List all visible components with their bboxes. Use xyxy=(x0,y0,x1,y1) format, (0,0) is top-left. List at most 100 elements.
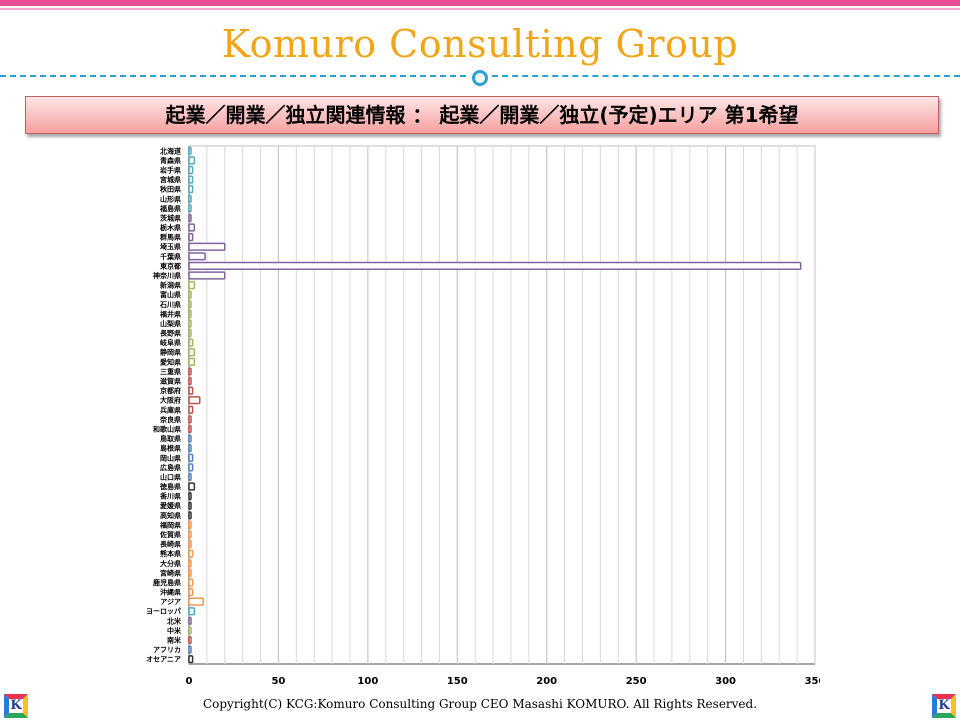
bar xyxy=(188,386,194,395)
y-tick-label: 栃木県 xyxy=(160,223,181,232)
y-tick-label: アフリカ xyxy=(153,646,181,654)
bar xyxy=(188,511,192,520)
brand-title: Komuro Consulting Group xyxy=(221,22,739,66)
bar xyxy=(188,635,192,645)
y-tick-label: 石川県 xyxy=(159,300,181,309)
x-tick-label: 0 xyxy=(186,676,193,687)
y-tick-label: 群馬県 xyxy=(160,233,181,242)
bar xyxy=(188,175,194,184)
top-pink-bar xyxy=(0,0,960,6)
bar xyxy=(188,156,196,165)
y-tick-label: 長野県 xyxy=(160,329,181,338)
bar xyxy=(188,309,192,318)
y-tick-label: 徳島県 xyxy=(159,482,181,491)
bar xyxy=(188,539,192,549)
y-tick-label: 宮崎県 xyxy=(160,568,181,577)
copyright-text: Copyright(C) KCG:Komuro Consulting Group… xyxy=(202,697,758,711)
y-tick-label: 神奈川県 xyxy=(153,271,181,280)
y-tick-label: 福井県 xyxy=(159,309,181,318)
bar xyxy=(188,271,226,280)
bar-chart: 0 50 100 150 200 250 300 350 北海道青森県岩手県宮城県秋田県山形県福… xyxy=(146,145,820,687)
y-tick-label: 山形県 xyxy=(160,194,181,203)
x-tick-label: 100 xyxy=(357,676,378,687)
bar xyxy=(188,501,192,510)
y-tick-label: 茨城県 xyxy=(160,213,181,222)
bar xyxy=(188,549,194,558)
y-tick-label: 富山県 xyxy=(160,290,181,299)
y-tick-label: 奈良県 xyxy=(159,415,181,424)
bar xyxy=(188,607,196,616)
x-tick-label: 350 xyxy=(805,676,820,687)
bar xyxy=(188,453,194,462)
bar xyxy=(188,252,206,261)
y-tick-label: 青森県 xyxy=(160,156,181,165)
y-tick-label: 埼玉県 xyxy=(160,242,181,251)
x-tick-label: 200 xyxy=(536,676,557,687)
y-tick-label: 東京都 xyxy=(160,261,181,270)
bar xyxy=(188,568,192,577)
y-tick-label: 愛媛県 xyxy=(160,501,181,510)
y-tick-label: 京都府 xyxy=(160,386,181,395)
y-tick-label: 福岡県 xyxy=(159,520,181,529)
y-tick-label: 山梨県 xyxy=(160,319,181,328)
bar xyxy=(188,424,192,434)
y-tick-label: 広島県 xyxy=(160,463,181,472)
bar xyxy=(188,242,226,251)
bar xyxy=(188,626,192,635)
bar xyxy=(188,367,192,376)
bar xyxy=(188,290,192,299)
bar xyxy=(188,376,192,386)
bar xyxy=(188,194,192,203)
bar xyxy=(188,185,194,194)
bar xyxy=(188,146,192,155)
x-tick-label: 150 xyxy=(447,676,468,687)
y-tick-label: 鳥取県 xyxy=(160,434,181,443)
y-tick-label: 中米 xyxy=(167,626,182,635)
bar xyxy=(188,261,802,271)
bar xyxy=(188,578,194,587)
y-tick-label: 長崎県 xyxy=(160,540,181,549)
x-tick-label: 50 xyxy=(271,676,285,687)
bar xyxy=(188,357,196,366)
bar xyxy=(188,530,192,539)
bar xyxy=(188,655,194,664)
y-tick-label: 南米 xyxy=(167,636,182,645)
y-tick-label: 大分県 xyxy=(160,559,181,568)
y-tick-label: 大阪府 xyxy=(160,396,181,405)
bar xyxy=(188,415,192,424)
y-tick-label: 鹿児島県 xyxy=(153,578,181,587)
y-tick-label: ヨーロッパ xyxy=(146,607,181,616)
y-tick-label: 北海道 xyxy=(160,146,181,155)
y-tick-label: 秋田県 xyxy=(160,185,181,194)
bar xyxy=(188,645,192,654)
bar xyxy=(188,338,194,347)
y-tick-label: 愛知県 xyxy=(160,357,181,366)
bar xyxy=(188,280,196,290)
y-tick-label: オセアニア xyxy=(146,656,181,664)
y-tick-label: 高知県 xyxy=(160,511,181,520)
bar xyxy=(188,233,194,242)
bar xyxy=(188,492,192,501)
y-tick-label: 熊本県 xyxy=(160,549,181,558)
bar xyxy=(188,165,194,175)
bar xyxy=(188,597,205,606)
bar xyxy=(188,444,192,453)
bar xyxy=(188,520,192,530)
y-tick-label: 山口県 xyxy=(160,472,181,481)
bar xyxy=(188,559,192,568)
section-heading: 起業／開業／独立関連情報 ： 起業／開業／独立(予定)エリア 第1希望 xyxy=(25,96,939,134)
plot-area xyxy=(188,145,816,665)
y-tick-label: 兵庫県 xyxy=(160,405,181,414)
y-tick-label: 北米 xyxy=(167,616,182,625)
y-tick-label: 千葉県 xyxy=(160,252,181,261)
y-tick-label: 島根県 xyxy=(160,444,181,453)
y-tick-label: 滋賀県 xyxy=(160,377,181,386)
bar xyxy=(188,463,194,472)
bar xyxy=(188,616,192,625)
y-tick-label: 宮城県 xyxy=(160,175,181,184)
y-tick-label: 岩手県 xyxy=(159,165,181,174)
x-tick-label: 300 xyxy=(715,676,736,687)
y-tick-label: 新潟県 xyxy=(160,281,181,290)
logo-letter: K xyxy=(9,698,23,713)
bar xyxy=(188,472,192,482)
